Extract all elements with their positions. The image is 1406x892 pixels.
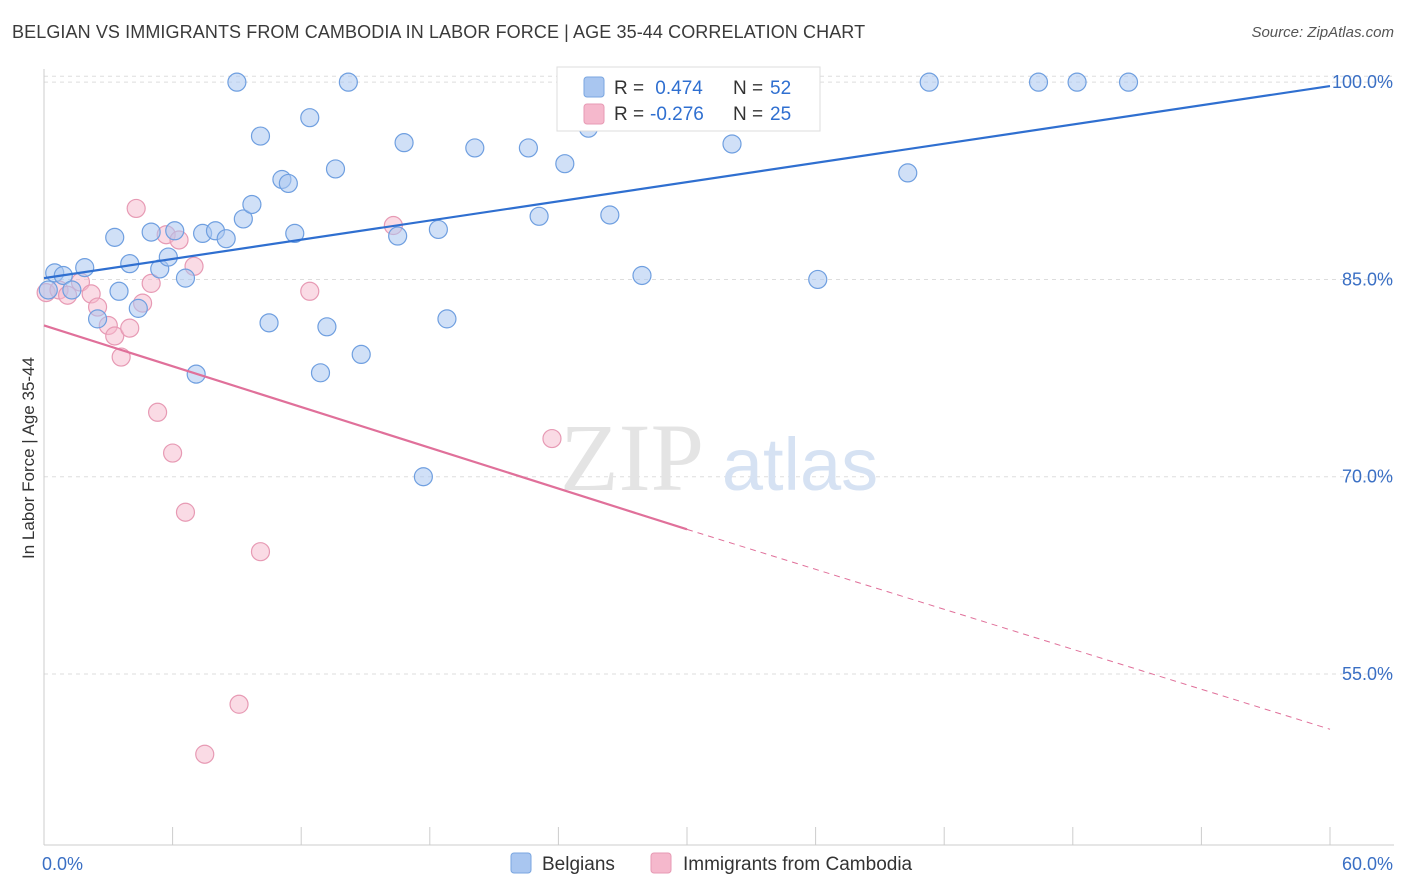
watermark-atlas: atlas (722, 423, 878, 506)
legend-n-value-1: 52 (770, 78, 791, 99)
belgians-point-5 (87, 309, 108, 329)
chart-title: BELGIAN VS IMMIGRANTS FROM CAMBODIA IN L… (12, 22, 866, 42)
belgians-point-40 (529, 206, 549, 226)
belgians-point-36 (428, 219, 448, 240)
belgians-point-21 (242, 194, 262, 215)
belgians-point-32 (351, 344, 371, 365)
cambodia-point-15 (163, 443, 183, 463)
belgians-point-44 (632, 265, 652, 286)
belgians-point-23 (259, 313, 279, 333)
belgians-point-33 (388, 226, 408, 246)
belgians-point-20 (233, 209, 253, 229)
belgians-point-25 (278, 173, 298, 194)
belgians-point-50 (1067, 72, 1087, 92)
belgians-point-3 (62, 280, 82, 300)
legend-r-label-1: R = (614, 78, 644, 99)
belgians-point-28 (310, 363, 331, 383)
cambodia-point-17 (175, 502, 196, 522)
legend-swatch-belgians (583, 76, 605, 98)
cambodia-point-21 (250, 542, 271, 562)
series-legend: Belgians Immigrants from Cambodia (510, 852, 913, 875)
cambodia-point-20 (229, 694, 249, 714)
belgians-point-27 (300, 108, 320, 128)
belgians-point-31 (338, 72, 358, 92)
y-tick-label-0: 55.0% (1342, 664, 1393, 684)
belgians-point-22 (250, 126, 271, 146)
legend-r-value-1: 0.474 (650, 78, 703, 99)
x-tick-label-1: 60.0% (1342, 854, 1393, 874)
trendline-2 (686, 528, 1331, 730)
cambodia-point-8 (111, 347, 131, 367)
legend-r-label-2: R = (614, 104, 644, 125)
belgians-point-41 (555, 154, 575, 174)
belgians-point-45 (722, 134, 742, 154)
cambodia-point-10 (126, 198, 146, 219)
y-tick-labels: 55.0% 70.0% 85.0% 100.0% (1332, 72, 1393, 684)
trendline-0 (43, 85, 1331, 280)
cambodia-point-13 (147, 402, 168, 422)
trendline-1 (43, 324, 688, 531)
source-credit: Source: ZipAtlas.com (1251, 24, 1394, 41)
y-tick-label-2: 85.0% (1342, 269, 1393, 289)
legend-n-value-2: 25 (770, 104, 791, 125)
grid-lines (44, 75, 1394, 675)
y-tick-label-3: 100.0% (1332, 72, 1393, 92)
belgians-point-46 (808, 269, 828, 290)
legend-n-label-2: N = (733, 104, 763, 125)
watermark: ZIP atlas (560, 404, 878, 511)
belgians-point-43 (600, 205, 620, 225)
belgians-point-51 (1118, 72, 1139, 92)
cambodia-point-7 (105, 326, 125, 346)
belgians-point-19 (227, 72, 247, 92)
belgians-point-48 (919, 72, 939, 92)
cambodia-point-9 (120, 318, 140, 338)
belgians-point-38 (465, 138, 485, 158)
belgians-point-18 (216, 229, 236, 249)
belgians-point-47 (898, 163, 918, 183)
legend-r-value-2: -0.276 (650, 104, 704, 125)
belgians-point-6 (105, 227, 125, 247)
belgians-point-35 (413, 467, 433, 487)
cambodia-point-22 (300, 281, 320, 301)
belgians-point-30 (325, 159, 346, 179)
y-tick-label-1: 70.0% (1342, 467, 1393, 487)
belgians-point-13 (165, 221, 185, 241)
belgians-point-49 (1028, 72, 1049, 92)
belgians-point-9 (128, 298, 148, 318)
belgians-point-14 (175, 268, 196, 288)
x-tick-labels: 0.0% 60.0% (42, 854, 1393, 874)
series-legend-label-belgians: Belgians (542, 854, 615, 875)
series-legend-swatch-belgians (510, 852, 532, 874)
belgians-point-10 (141, 222, 161, 242)
cambodia-point-12 (141, 273, 161, 293)
stats-legend: R = 0.474 N = 52 R = -0.276 N = 25 (556, 66, 821, 132)
watermark-zip: ZIP (560, 404, 704, 511)
belgians-point-7 (109, 281, 129, 301)
axes (43, 69, 1394, 846)
series-legend-swatch-cambodia (650, 852, 672, 874)
belgians-point-12 (158, 247, 178, 267)
belgians-point-0 (38, 280, 58, 300)
belgians-point-37 (437, 309, 457, 329)
x-tick-label-0: 0.0% (42, 854, 83, 874)
trendlines (43, 85, 1331, 730)
belgians-point-39 (518, 138, 538, 158)
legend-swatch-cambodia (583, 103, 605, 125)
belgians-point-26 (285, 223, 305, 244)
belgians-point-29 (317, 317, 337, 337)
cambodia-point-24 (542, 428, 562, 449)
legend-n-label-1: N = (733, 78, 763, 99)
series-belgians-points (38, 72, 1139, 487)
series-legend-label-cambodia: Immigrants from Cambodia (683, 854, 913, 875)
y-axis-title: In Labor Force | Age 35-44 (19, 357, 38, 559)
cambodia-point-19 (195, 744, 215, 764)
belgians-point-34 (394, 133, 414, 153)
